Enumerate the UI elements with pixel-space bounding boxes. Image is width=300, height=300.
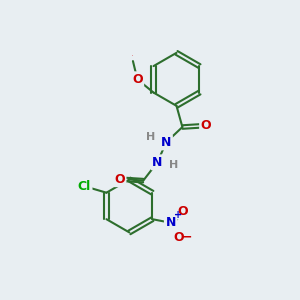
Text: O: O <box>132 73 143 86</box>
Text: N: N <box>152 156 163 169</box>
Text: O: O <box>173 231 184 244</box>
Text: −: − <box>182 231 192 244</box>
Text: Cl: Cl <box>78 180 91 193</box>
Text: N: N <box>165 216 176 229</box>
Text: H: H <box>169 160 178 170</box>
Text: H: H <box>146 132 155 142</box>
Text: O: O <box>178 205 188 218</box>
Text: O: O <box>201 119 211 132</box>
Text: +: + <box>174 210 182 220</box>
Text: O: O <box>132 55 134 56</box>
Text: N: N <box>161 136 171 149</box>
Text: O: O <box>114 172 125 186</box>
